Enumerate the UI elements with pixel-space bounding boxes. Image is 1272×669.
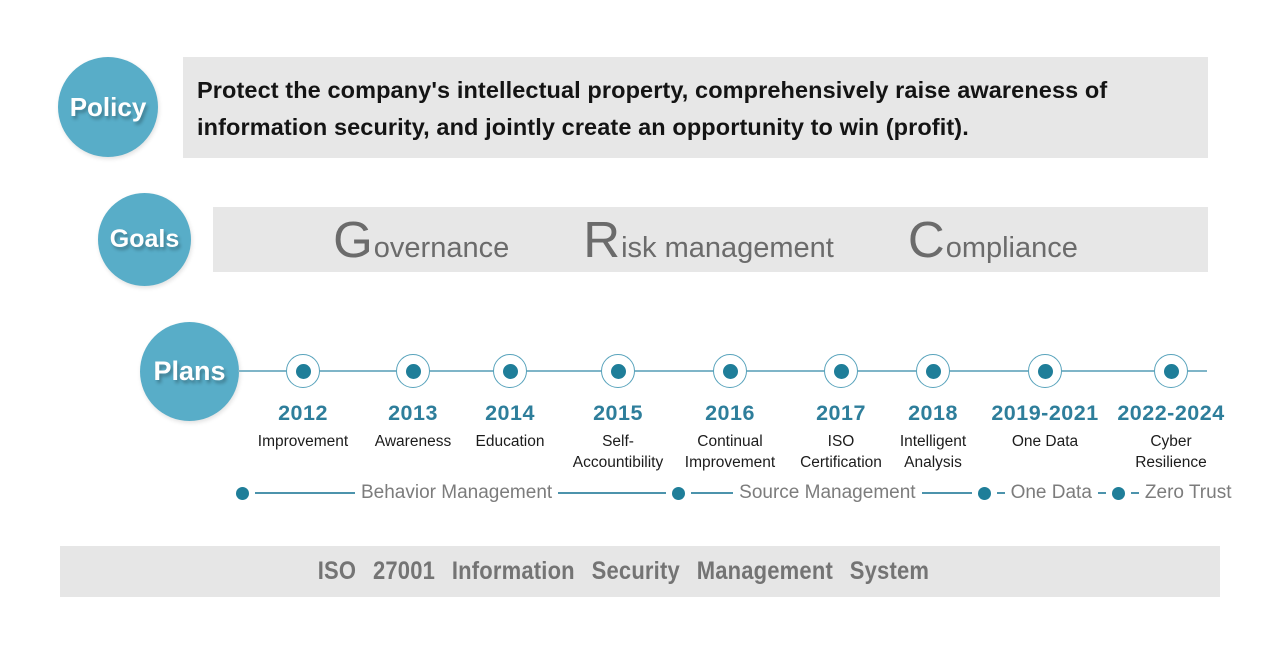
phase-connector — [255, 492, 355, 494]
phase-connector — [996, 492, 1005, 494]
phase-dot-icon — [1111, 486, 1125, 500]
policy-statement-line1: Protect the company's intellectual prope… — [197, 77, 1108, 103]
milestone-year: 2014 — [485, 401, 535, 425]
milestone-2022-2024: 2022-2024 Cyber Resilience — [1096, 354, 1246, 473]
phase-dot-icon — [977, 486, 991, 500]
phase-connector — [691, 492, 734, 494]
policy-statement: Protect the company's intellectual prope… — [183, 57, 1208, 146]
policy-circle: Policy — [58, 57, 158, 157]
timeline-dot-icon — [286, 354, 320, 388]
policy-circle-label: Policy — [69, 91, 147, 122]
goal-governance: Governance — [333, 210, 509, 269]
milestone-year: 2018 — [908, 401, 958, 425]
phase-connector — [1130, 492, 1139, 494]
milestone-2014: 2014 Education — [435, 354, 585, 452]
plans-circle: Plans — [140, 322, 239, 421]
milestone-year: 2019-2021 — [991, 401, 1099, 425]
goal-compliance: Compliance — [908, 210, 1078, 269]
timeline-dot-icon — [493, 354, 527, 388]
phase-label-one-data: One Data — [1010, 482, 1092, 503]
phase-dot-icon — [236, 486, 249, 500]
timeline-dot-inner — [833, 363, 849, 379]
policy-panel: Protect the company's intellectual prope… — [183, 57, 1208, 158]
timeline-dot-inner — [1163, 363, 1179, 379]
timeline-dot-inner — [722, 363, 738, 379]
timeline-dot-inner — [1037, 363, 1053, 379]
milestone-2016: 2016 Continual Improvement — [655, 354, 805, 473]
milestone-label: ISO Certification — [800, 433, 882, 471]
milestone-2012: 2012 Improvement — [228, 354, 378, 452]
timeline-dot-icon — [601, 354, 635, 388]
timeline-dot-inner — [502, 363, 518, 379]
milestone-year: 2013 — [388, 401, 438, 425]
milestone-label: Education — [475, 433, 545, 450]
phase-row: Behavior Management Source Management On… — [236, 482, 1232, 503]
phase-label-behavior-management: Behavior Management — [361, 482, 553, 503]
plans-circle-label: Plans — [153, 356, 226, 386]
milestone-2018: 2018 Intelligent Analysis — [858, 354, 1008, 473]
timeline-dot-icon — [396, 354, 430, 388]
phase-connector — [921, 492, 972, 494]
milestone-label: One Data — [1011, 433, 1079, 450]
footer-title: ISO 27001 Information Security Managemen… — [317, 557, 929, 585]
milestone-label: Awareness — [374, 433, 452, 450]
footer-title-wrap: ISO 27001 Information Security Managemen… — [60, 546, 1220, 597]
milestone-label: Continual Improvement — [684, 433, 776, 471]
goal-governance-initial: G — [333, 211, 374, 268]
milestone-year: 2015 — [593, 401, 643, 425]
goal-compliance-rest: ompliance — [945, 232, 1078, 264]
phase-label-zero-trust: Zero Trust — [1144, 482, 1232, 503]
timeline-dot-icon — [824, 354, 858, 388]
goals-circle: Goals — [98, 193, 191, 286]
milestone-year: 2016 — [705, 401, 755, 425]
phase-dot-icon — [672, 486, 686, 500]
timeline-dot-icon — [1028, 354, 1062, 388]
goals-panel: Governance Risk management Compliance — [213, 207, 1208, 272]
goal-risk-management-initial: R — [583, 211, 622, 268]
timeline-dot-inner — [405, 363, 421, 379]
milestone-2013: 2013 Awareness — [338, 354, 488, 452]
timeline-dot-inner — [610, 363, 626, 379]
phase-label-source-management: Source Management — [739, 482, 916, 503]
milestone-label: Cyber Resilience — [1135, 433, 1207, 471]
phase-connector — [1097, 492, 1106, 494]
goal-risk-management: Risk management — [583, 210, 834, 269]
timeline-dot-icon — [1154, 354, 1188, 388]
milestone-label: Self- Accountibility — [572, 433, 664, 471]
goal-compliance-initial: C — [907, 211, 946, 268]
milestone-2015: 2015 Self- Accountibility — [543, 354, 693, 473]
milestone-year: 2017 — [816, 401, 866, 425]
phase-connector — [558, 492, 667, 494]
goal-governance-rest: overnance — [373, 232, 510, 264]
milestone-year: 2012 — [278, 401, 328, 425]
timeline-dot-icon — [713, 354, 747, 388]
policy-statement-line2: information security, and jointly create… — [197, 114, 969, 140]
timeline-dot-icon — [916, 354, 950, 388]
milestone-2019-2021: 2019-2021 One Data — [970, 354, 1120, 452]
milestone-year: 2022-2024 — [1117, 401, 1225, 425]
timeline-dot-inner — [925, 363, 941, 379]
footer-bar: ISO 27001 Information Security Managemen… — [60, 546, 1220, 597]
goals-list: Governance Risk management Compliance — [213, 207, 1208, 272]
goals-circle-label: Goals — [109, 225, 180, 253]
timeline-dot-inner — [295, 363, 311, 379]
milestone-2017: 2017 ISO Certification — [766, 354, 916, 473]
milestone-label: Improvement — [257, 433, 349, 450]
goal-risk-management-rest: isk management — [621, 232, 834, 264]
milestone-label: Intelligent Analysis — [899, 433, 967, 471]
